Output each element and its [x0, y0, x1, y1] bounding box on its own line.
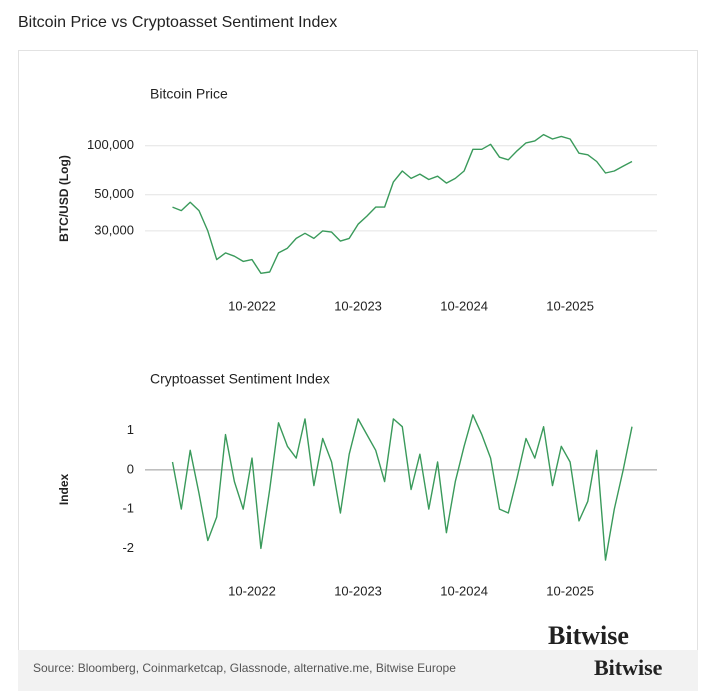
- data-line: [171, 414, 633, 561]
- y-tick-label: 50,000: [94, 186, 134, 201]
- y-tick-label: 1: [127, 422, 134, 437]
- y-tick-label: 30,000: [94, 222, 134, 237]
- x-tick-label: 10-2025: [546, 583, 594, 598]
- x-tick-label: 10-2022: [228, 583, 276, 598]
- x-tick-label: 10-2022: [228, 298, 276, 313]
- logo-watermark: Bitwise: [548, 621, 629, 650]
- footer-bar: [18, 650, 698, 691]
- x-tick-label: 10-2023: [334, 298, 382, 313]
- y-axis-label: BTC/USD (Log): [57, 155, 71, 242]
- y-tick-label: -1: [122, 501, 134, 516]
- source: Source: Bloomberg, Coinmarketcap, Glassn…: [33, 661, 456, 675]
- charts: Bitcoin Price BTC/USD (Log) 100,000 50,000 3…: [57, 86, 657, 598]
- x-tick-label: 10-2025: [546, 298, 594, 313]
- card: [18, 50, 698, 651]
- y-tick-label: 0: [127, 461, 134, 476]
- x-tick-label: 10-2023: [334, 583, 382, 598]
- x-tick-label: 10-2024: [440, 298, 488, 313]
- y-axis-label: Index: [57, 474, 71, 506]
- y-tick-label: 100,000: [87, 137, 134, 152]
- y-tick-label: -2: [122, 540, 134, 555]
- chart-title: Cryptoasset Sentiment Index: [150, 371, 330, 387]
- data-line: [172, 133, 633, 274]
- page-title: Bitcoin Price vs Cryptoasset Sentiment I…: [18, 14, 337, 31]
- x-tick-label: 10-2024: [440, 583, 488, 598]
- logo: Bitwise: [594, 655, 663, 680]
- chart-title: Bitcoin Price: [150, 86, 228, 102]
